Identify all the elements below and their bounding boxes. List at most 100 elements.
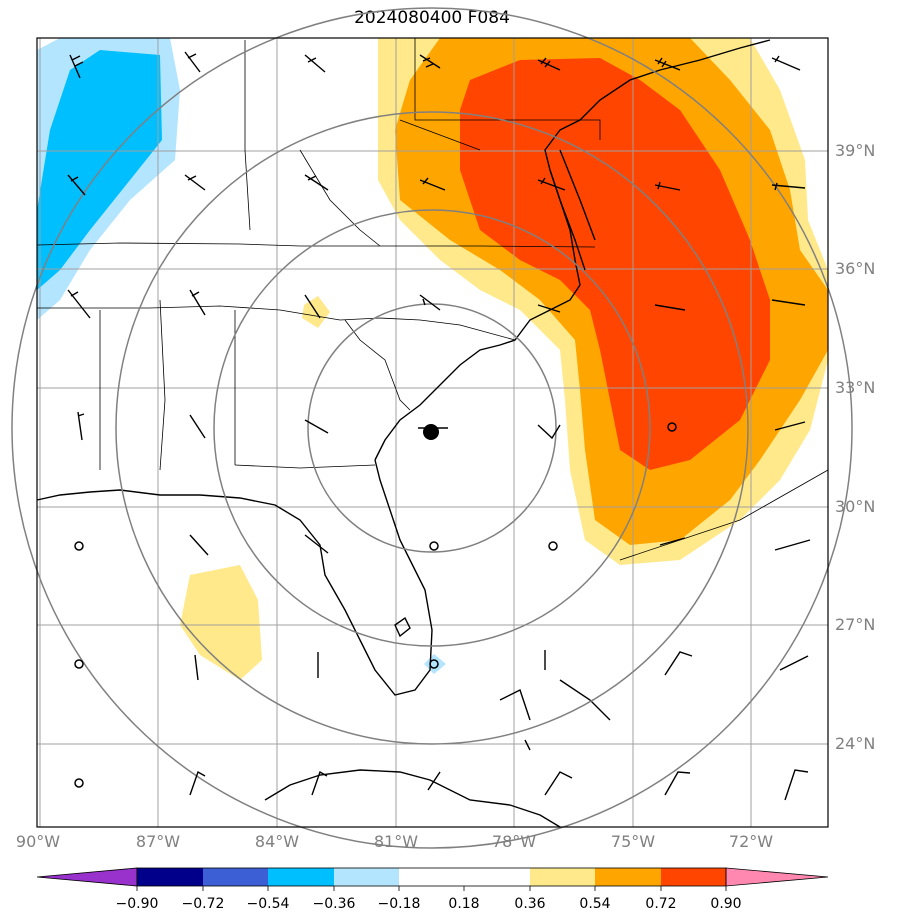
range-ring-3 bbox=[115, 111, 749, 745]
wind-barb bbox=[654, 181, 681, 191]
wind-barb bbox=[544, 771, 573, 796]
chesapeake bbox=[549, 149, 596, 271]
range-ring-2 bbox=[213, 209, 651, 647]
lat-label: 27°N bbox=[835, 615, 876, 634]
wind-barb bbox=[67, 174, 86, 196]
colorbar-tick: 0.54 bbox=[579, 896, 611, 912]
colorbar-extend-max bbox=[725, 867, 829, 887]
colorbar-tick: 0.72 bbox=[645, 896, 677, 912]
calm-circle bbox=[74, 659, 84, 669]
colorbar-segment bbox=[268, 868, 334, 886]
colorbar-tick: −0.18 bbox=[377, 896, 421, 912]
gulf-coast bbox=[36, 459, 433, 696]
wind-barb bbox=[771, 55, 801, 71]
lon-label: 90°W bbox=[15, 832, 61, 851]
colorbar-segment bbox=[661, 868, 726, 886]
wind-barb bbox=[304, 54, 326, 73]
wind-barb bbox=[189, 770, 206, 796]
lat-label: 33°N bbox=[835, 378, 876, 397]
map-title: 2024080400 F084 bbox=[354, 8, 510, 28]
calm-circle bbox=[429, 659, 439, 669]
lat-label: 39°N bbox=[835, 141, 876, 160]
wind-barb bbox=[419, 54, 441, 69]
wind-barb bbox=[184, 51, 201, 73]
colorbar-segment bbox=[595, 868, 661, 886]
colorbar-tick: −0.72 bbox=[181, 896, 225, 912]
coastlines bbox=[36, 39, 771, 828]
colorbar-tick: 0.36 bbox=[514, 896, 546, 912]
map-frame bbox=[36, 37, 829, 828]
wind-barb bbox=[427, 771, 441, 791]
lat-label: 30°N bbox=[835, 497, 876, 516]
wind-barb bbox=[304, 419, 329, 434]
state-borders bbox=[36, 38, 829, 561]
lon-label: 78°W bbox=[491, 832, 537, 851]
gridlines bbox=[37, 38, 828, 827]
colorbar-tick: −0.36 bbox=[312, 896, 356, 912]
wind-barb bbox=[69, 54, 84, 79]
wind-barb bbox=[537, 304, 561, 313]
wind-barb bbox=[537, 57, 561, 71]
lon-label: 87°W bbox=[135, 832, 181, 851]
positive-anomaly-high bbox=[460, 58, 770, 470]
wind-barb bbox=[774, 539, 811, 551]
wind-barb bbox=[771, 182, 806, 191]
lat-label: 24°N bbox=[835, 734, 876, 753]
wind-barb bbox=[664, 651, 693, 676]
negative-anomaly-mid bbox=[37, 50, 162, 290]
negative-patch-fl bbox=[424, 654, 446, 674]
positive-patch-gulf bbox=[180, 565, 262, 680]
wind-barb bbox=[77, 411, 85, 441]
wind-barb bbox=[779, 655, 809, 671]
wind-barb bbox=[654, 304, 686, 311]
colorbar-tick: 0.90 bbox=[710, 896, 742, 912]
lon-label: 81°W bbox=[373, 832, 419, 851]
wind-barb bbox=[784, 769, 809, 801]
range-rings bbox=[11, 7, 853, 849]
calm-circle bbox=[74, 778, 84, 788]
colorbar-extend-min bbox=[36, 867, 138, 887]
range-ring-4 bbox=[11, 7, 853, 849]
wind-barb bbox=[189, 414, 206, 439]
wind-barb bbox=[771, 299, 806, 306]
colorbar-segment bbox=[203, 868, 268, 886]
calm-circle bbox=[74, 541, 84, 551]
wind-barb bbox=[537, 177, 566, 191]
calm-circle bbox=[429, 541, 439, 551]
wind-barb bbox=[67, 289, 91, 319]
lon-label: 84°W bbox=[254, 832, 300, 851]
wind-barb bbox=[419, 177, 446, 191]
wind-barb bbox=[311, 770, 328, 796]
bahamas bbox=[499, 679, 611, 751]
colorbar-tick: 0.18 bbox=[448, 896, 480, 912]
colorbar-tick: −0.54 bbox=[246, 896, 290, 912]
wind-barb bbox=[304, 534, 329, 554]
wind-barb bbox=[189, 289, 206, 316]
wind-barb bbox=[184, 174, 206, 191]
wind-barbs bbox=[67, 51, 811, 801]
wind-barb bbox=[537, 424, 561, 440]
cuba bbox=[264, 769, 561, 828]
colorbar bbox=[36, 867, 829, 891]
wind-barb bbox=[654, 57, 681, 71]
lon-label: 75°W bbox=[610, 832, 656, 851]
wind-barb bbox=[419, 294, 441, 311]
colorbar-tick: −0.90 bbox=[115, 896, 159, 912]
colorbar-segment bbox=[334, 868, 399, 886]
lake-okeechobee bbox=[394, 616, 411, 638]
wind-barb bbox=[659, 537, 686, 546]
wind-barb bbox=[774, 421, 806, 431]
colorbar-segment bbox=[399, 868, 530, 886]
wind-barb bbox=[664, 771, 691, 796]
colorbar-segment bbox=[137, 868, 203, 886]
calm-markers bbox=[74, 422, 677, 788]
calm-circle bbox=[667, 422, 677, 432]
wind-barb bbox=[304, 294, 321, 319]
wind-barb bbox=[194, 654, 199, 681]
colorbar-segment bbox=[530, 868, 595, 886]
calm-circle bbox=[548, 541, 558, 551]
wind-barb bbox=[189, 534, 209, 556]
lat-label: 36°N bbox=[835, 259, 876, 278]
lon-label: 72°W bbox=[728, 832, 774, 851]
